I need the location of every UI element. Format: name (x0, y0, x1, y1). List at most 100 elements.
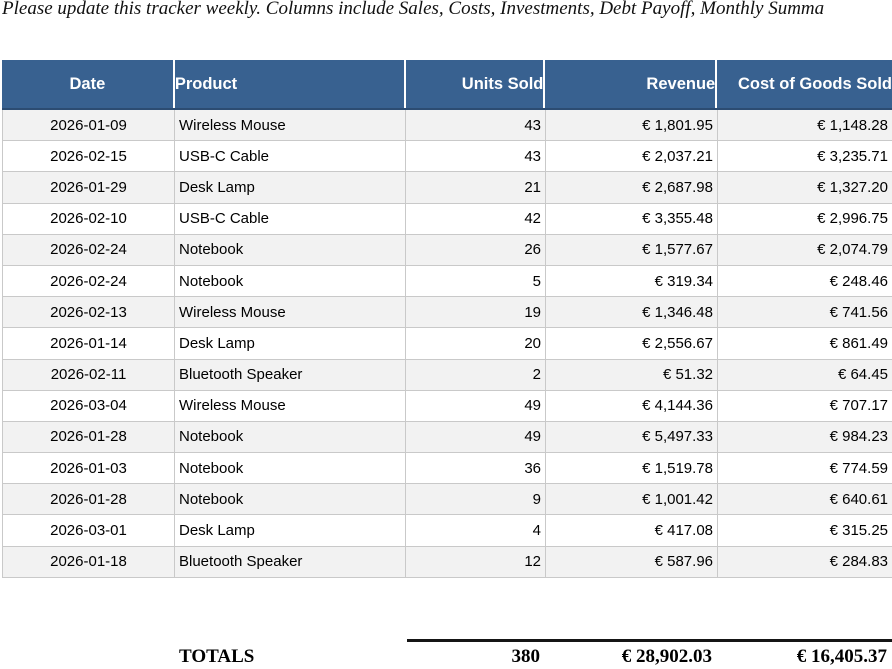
cell-date: 2026-01-28 (3, 484, 175, 515)
table-body: 2026-01-09 Wireless Mouse 43 € 1,801.95 … (2, 110, 892, 578)
cell-revenue: € 2,687.98 (546, 172, 718, 203)
cell-product: USB-C Cable (175, 203, 406, 234)
cell-cost-of-goods-sold: € 284.83 (718, 547, 892, 577)
cell-revenue: € 417.08 (546, 515, 718, 546)
cell-units-sold: 49 (406, 390, 546, 421)
cell-product: Notebook (175, 421, 406, 453)
table-row: 2026-03-01 Desk Lamp 4 € 417.08 € 315.25 (3, 515, 892, 547)
cell-product: USB-C Cable (175, 141, 406, 172)
header-cell-date: Date (2, 60, 175, 108)
cell-cost-of-goods-sold: € 2,074.79 (718, 235, 892, 265)
table-row: 2026-02-11 Bluetooth Speaker 2 € 51.32 €… (3, 359, 892, 391)
header-cell-cost-of-goods-sold: Cost of Goods Sold (738, 74, 892, 93)
cell-date: 2026-01-14 (3, 328, 175, 359)
cell-revenue: € 5,497.33 (546, 421, 718, 453)
cell-cost-of-goods-sold: € 984.23 (718, 422, 892, 452)
cell-date: 2026-02-24 (3, 265, 175, 297)
cell-revenue: € 3,355.48 (546, 203, 718, 234)
table-header-row: Date Product Units Sold Revenue Cost of … (2, 60, 892, 110)
cell-product: Bluetooth Speaker (175, 359, 406, 390)
cell-revenue: € 2,037.21 (546, 141, 718, 172)
totals-revenue: € 28,902.03 (621, 645, 712, 667)
cell-product: Desk Lamp (175, 328, 406, 359)
cell-product: Desk Lamp (175, 515, 406, 546)
cell-cost-of-goods-sold: € 741.56 (718, 297, 892, 327)
cell-date: 2026-02-24 (3, 234, 175, 265)
table-row: 2026-01-28 Notebook 9 € 1,001.42 € 640.6… (3, 484, 892, 516)
table-row: 2026-03-04 Wireless Mouse 49 € 4,144.36 … (3, 390, 892, 422)
cell-cost-of-goods-sold: € 64.45 (718, 360, 892, 390)
cell-date: 2026-02-13 (3, 297, 175, 328)
header-cell-product: Product (175, 60, 406, 108)
cell-date: 2026-02-11 (3, 359, 175, 390)
cell-units-sold: 12 (406, 546, 546, 577)
cell-revenue: € 319.34 (546, 265, 718, 297)
cell-revenue: € 4,144.36 (546, 390, 718, 421)
cell-units-sold: 4 (406, 515, 546, 546)
cell-units-sold: 26 (406, 234, 546, 265)
cell-cost-of-goods-sold: € 1,327.20 (718, 172, 892, 202)
cell-product: Notebook (175, 484, 406, 515)
cell-product: Wireless Mouse (175, 390, 406, 421)
table-row: 2026-02-13 Wireless Mouse 19 € 1,346.48 … (3, 297, 892, 329)
cell-date: 2026-01-03 (3, 453, 175, 484)
cell-cost-of-goods-sold: € 248.46 (718, 266, 892, 296)
cell-units-sold: 43 (406, 110, 546, 141)
cell-units-sold: 2 (406, 359, 546, 390)
totals-cost: € 16,405.37 (796, 645, 887, 667)
cell-product: Bluetooth Speaker (175, 546, 406, 577)
table-row: 2026-01-18 Bluetooth Speaker 12 € 587.96… (3, 546, 892, 578)
cell-cost-of-goods-sold: € 315.25 (718, 515, 892, 545)
instruction-note: Please update this tracker weekly. Colum… (2, 0, 825, 19)
totals-units: 380 (511, 645, 541, 667)
cell-units-sold: 43 (406, 141, 546, 172)
cell-date: 2026-03-04 (3, 390, 175, 421)
table-row: 2026-02-10 USB-C Cable 42 € 3,355.48 € 2… (3, 203, 892, 235)
cell-cost-of-goods-sold: € 1,148.28 (718, 110, 892, 140)
cell-revenue: € 1,577.67 (546, 234, 718, 265)
cell-units-sold: 36 (406, 453, 546, 484)
cell-product: Wireless Mouse (175, 110, 406, 141)
totals-overline (407, 639, 892, 642)
cell-date: 2026-02-10 (3, 203, 175, 234)
totals-row: TOTALS 380 € 28,902.03 € 16,405.37 (2, 644, 892, 669)
cell-product: Notebook (175, 234, 406, 265)
cell-date: 2026-01-29 (3, 172, 175, 203)
cell-units-sold: 20 (406, 328, 546, 359)
cell-units-sold: 9 (406, 484, 546, 515)
table-row: 2026-01-29 Desk Lamp 21 € 2,687.98 € 1,3… (3, 172, 892, 204)
cell-revenue: € 587.96 (546, 546, 718, 577)
table-row: 2026-01-28 Notebook 49 € 5,497.33 € 984.… (3, 421, 892, 454)
cell-product: Wireless Mouse (175, 297, 406, 328)
table-row: 2026-02-15 USB-C Cable 43 € 2,037.21 € 3… (3, 141, 892, 173)
cell-revenue: € 1,346.48 (546, 297, 718, 328)
cell-revenue: € 51.32 (546, 359, 718, 390)
cell-cost-of-goods-sold: € 774.59 (718, 453, 892, 483)
cell-date: 2026-01-18 (3, 546, 175, 577)
cell-units-sold: 5 (406, 265, 546, 297)
table-row: 2026-01-09 Wireless Mouse 43 € 1,801.95 … (3, 110, 892, 142)
header-cell-revenue: Revenue (545, 60, 718, 108)
cell-units-sold: 21 (406, 172, 546, 203)
cell-cost-of-goods-sold: € 640.61 (718, 484, 892, 514)
cell-units-sold: 42 (406, 203, 546, 234)
cell-revenue: € 2,556.67 (546, 328, 718, 359)
cell-units-sold: 49 (406, 421, 546, 453)
table-row: 2026-02-24 Notebook 5 € 319.34 € 248.46 (3, 265, 892, 298)
cell-date: 2026-02-15 (3, 141, 175, 172)
cell-cost-of-goods-sold: € 861.49 (718, 328, 892, 358)
cell-product: Notebook (175, 265, 406, 297)
cell-revenue: € 1,519.78 (546, 453, 718, 484)
table-row: 2026-01-03 Notebook 36 € 1,519.78 € 774.… (3, 453, 892, 485)
sales-tracker-table: Date Product Units Sold Revenue Cost of … (2, 60, 892, 578)
cell-date: 2026-01-09 (3, 110, 175, 141)
cell-cost-of-goods-sold: € 3,235.71 (718, 141, 892, 171)
cell-date: 2026-01-28 (3, 421, 175, 453)
table-row: 2026-02-24 Notebook 26 € 1,577.67 € 2,07… (3, 234, 892, 266)
cell-product: Notebook (175, 453, 406, 484)
cell-date: 2026-03-01 (3, 515, 175, 546)
cell-product: Desk Lamp (175, 172, 406, 203)
cell-revenue: € 1,001.42 (546, 484, 718, 515)
table-row: 2026-01-14 Desk Lamp 20 € 2,556.67 € 861… (3, 328, 892, 360)
cell-units-sold: 19 (406, 297, 546, 328)
